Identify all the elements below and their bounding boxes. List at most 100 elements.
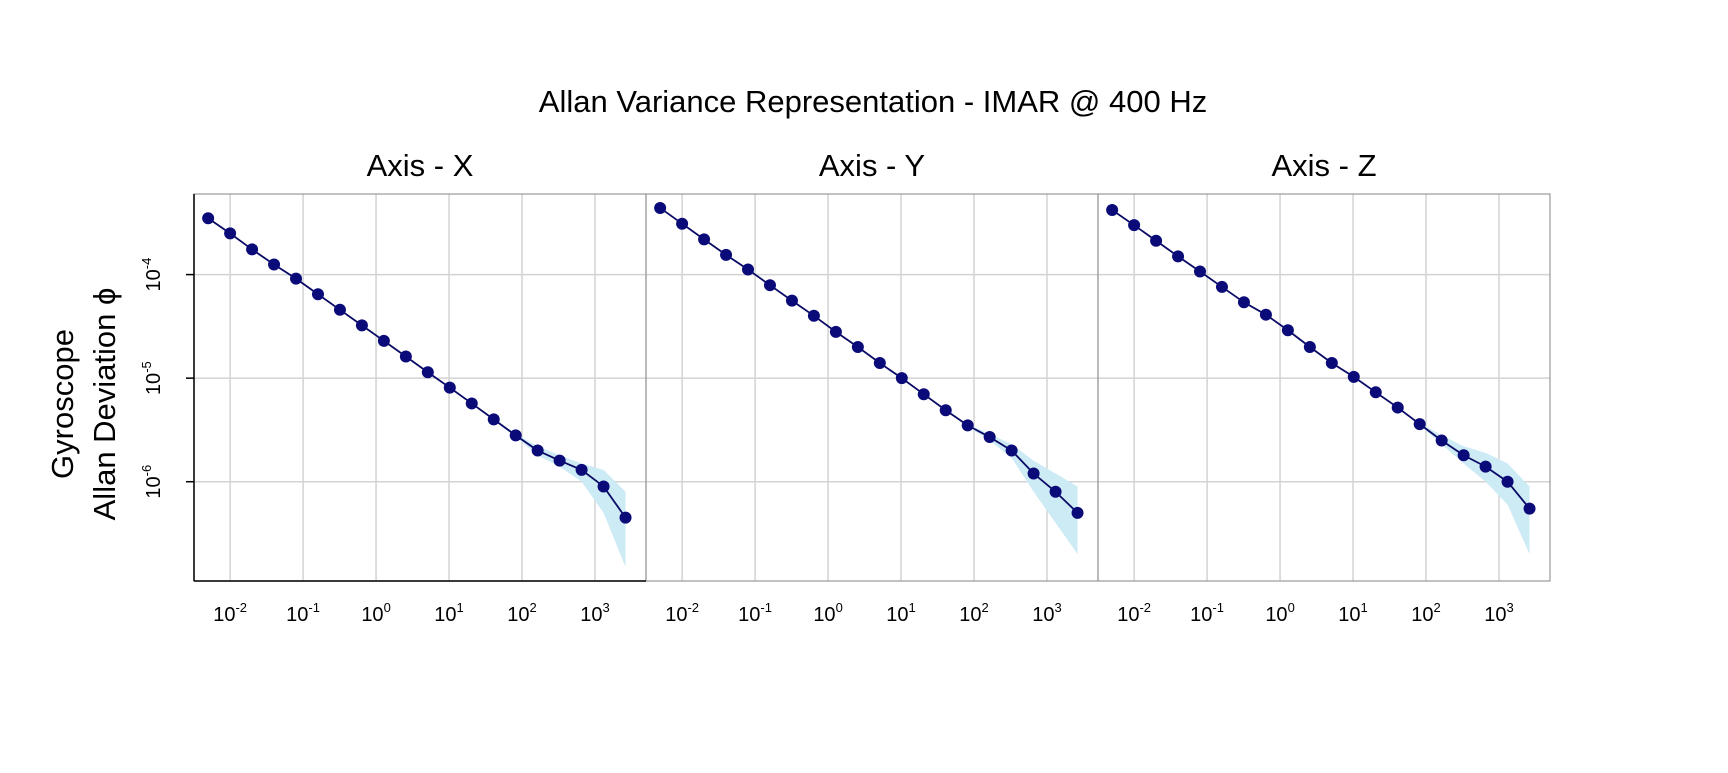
data-point [785, 294, 798, 307]
x-tick-label: 103 [1484, 600, 1513, 626]
data-point [1215, 280, 1228, 293]
data-point [575, 463, 588, 476]
x-tick-base: 10 [665, 604, 687, 626]
x-tick-base: 10 [361, 604, 383, 626]
x-tick-base: 10 [213, 604, 235, 626]
data-point [311, 288, 324, 301]
x-tick-exponent: 2 [1434, 600, 1441, 615]
x-tick-label: 101 [1338, 600, 1367, 626]
x-tick-base: 10 [1411, 604, 1433, 626]
x-tick-exponent: 0 [1288, 600, 1295, 615]
x-tick-exponent: -2 [235, 600, 247, 615]
x-tick-label: 100 [361, 600, 390, 626]
x-tick-label: 100 [813, 600, 842, 626]
data-point [333, 303, 346, 316]
data-point [1413, 418, 1426, 431]
x-tick-exponent: 1 [1361, 600, 1368, 615]
panel-frame [645, 193, 1099, 582]
data-point [531, 444, 544, 457]
x-tick-exponent: -2 [1139, 600, 1151, 615]
data-point [1457, 449, 1470, 462]
data-point [873, 357, 886, 370]
x-tick-exponent: 0 [384, 600, 391, 615]
panel-title-3: Axis - Z [1271, 148, 1376, 183]
x-tick-label: 102 [959, 600, 988, 626]
confidence-band [208, 218, 626, 568]
data-point [1150, 234, 1163, 247]
x-tick-label: 10-1 [1190, 600, 1224, 626]
x-tick-label: 103 [580, 600, 609, 626]
data-point [1005, 444, 1018, 457]
x-tick-base: 10 [1484, 604, 1506, 626]
data-point [399, 350, 412, 363]
x-tick-label: 101 [434, 600, 463, 626]
x-tick-base: 10 [959, 604, 981, 626]
x-tick-label: 103 [1032, 600, 1061, 626]
data-point [1325, 357, 1338, 370]
data-point [202, 212, 215, 225]
data-point [421, 366, 434, 379]
data-point [1071, 506, 1084, 519]
data-point [1303, 340, 1316, 353]
data-point [807, 309, 820, 322]
x-tick-label: 10-2 [665, 600, 699, 626]
x-tick-exponent: -1 [760, 600, 772, 615]
x-tick-label: 10-2 [1117, 600, 1151, 626]
x-tick-base: 10 [1265, 604, 1287, 626]
panel-frame [1097, 193, 1551, 582]
chart-title: Allan Variance Representation - IMAR @ 4… [539, 84, 1207, 119]
data-point [619, 511, 632, 524]
data-point [851, 340, 864, 353]
data-point [983, 431, 996, 444]
y-tick-base: 10 [143, 476, 165, 498]
data-point [1106, 204, 1119, 217]
data-point [509, 429, 522, 442]
panel-frame [193, 193, 647, 582]
y-tick-exponent: -4 [139, 258, 154, 270]
x-tick-exponent: -1 [1212, 600, 1224, 615]
y-tick-exponent: -6 [139, 465, 154, 477]
data-point [720, 248, 733, 261]
y-tick-label: 10-5 [139, 361, 165, 395]
data-point [1027, 467, 1040, 480]
x-tick-label: 102 [507, 600, 536, 626]
y-tick-exponent: -5 [139, 361, 154, 373]
data-point [742, 263, 755, 276]
y-axis-label-line-2: Allan Deviation ϕ [87, 288, 122, 521]
data-point [443, 381, 456, 394]
data-point [597, 480, 610, 493]
data-point [487, 413, 500, 426]
x-tick-base: 10 [1338, 604, 1360, 626]
data-point [895, 372, 908, 385]
x-tick-base: 10 [813, 604, 835, 626]
data-point [961, 419, 974, 432]
data-point [1049, 485, 1062, 498]
data-point [1369, 386, 1382, 399]
x-tick-exponent: -2 [687, 600, 699, 615]
x-tick-exponent: 1 [457, 600, 464, 615]
panel-1: Axis - X10-2 10-1 100 101 102 103 [193, 148, 647, 626]
x-tick-exponent: 0 [836, 600, 843, 615]
data-point [268, 258, 281, 271]
x-tick-exponent: 2 [982, 600, 989, 615]
y-tick-label: 10-4 [139, 258, 165, 292]
y-axis-label-line-1: Gyroscope [45, 329, 80, 479]
data-point [1237, 296, 1250, 309]
data-point [939, 404, 952, 417]
x-tick-base: 10 [507, 604, 529, 626]
data-point [698, 233, 711, 246]
data-point [290, 272, 303, 285]
x-tick-label: 100 [1265, 600, 1294, 626]
x-tick-base: 10 [286, 604, 308, 626]
data-point [246, 243, 259, 256]
axes: 10-6 10-5 10-4 [139, 194, 646, 582]
x-tick-base: 10 [886, 604, 908, 626]
data-point [917, 388, 930, 401]
data-point [676, 217, 689, 230]
x-tick-exponent: 2 [530, 600, 537, 615]
data-point [1479, 460, 1492, 473]
data-point [763, 279, 776, 292]
data-point [829, 325, 842, 338]
